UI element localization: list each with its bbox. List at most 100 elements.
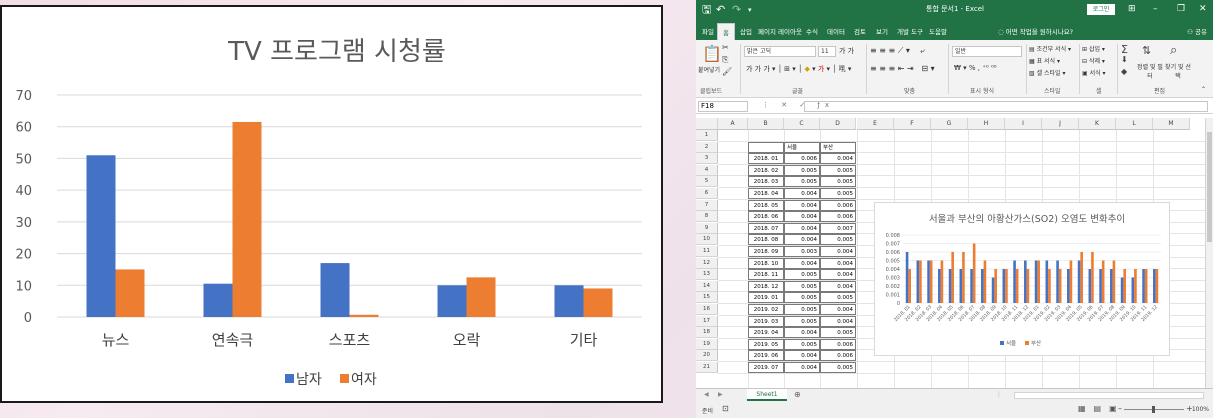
table-cell[interactable]: 2018. 12: [748, 280, 784, 292]
table-cell[interactable]: 2019. 06: [748, 350, 784, 362]
sort-filter-button[interactable]: 정렬 및 필터: [1137, 64, 1163, 80]
table-cell[interactable]: 2018. 05: [748, 199, 784, 211]
table-cell[interactable]: 2018. 04: [748, 188, 784, 199]
row-header-5[interactable]: 5: [696, 176, 718, 188]
table-format-button[interactable]: ▦ 표 서식 ▾: [1029, 58, 1060, 65]
row-header-19[interactable]: 19: [696, 338, 718, 350]
row-header-9[interactable]: 9: [696, 222, 718, 234]
table-cell[interactable]: 2019. 05: [748, 338, 784, 350]
column-header-F[interactable]: F: [894, 118, 931, 130]
undo-icon[interactable]: ↶: [716, 3, 726, 16]
format-painter-icon[interactable]: 🖌: [722, 67, 733, 76]
table-cell[interactable]: 0.004: [820, 257, 856, 269]
number-format-icons[interactable]: ₩ ▾ % , ⁺⁰ ⁰⁰: [954, 64, 997, 72]
sort-filter-icon[interactable]: ⇅: [1142, 44, 1152, 57]
customize-quick-access-icon[interactable]: ▾: [748, 6, 752, 14]
row-header-11[interactable]: 11: [696, 246, 718, 257]
row-header-16[interactable]: 16: [696, 304, 718, 315]
fill-icon[interactable]: ⬇: [1121, 55, 1128, 64]
copy-icon[interactable]: ⎘: [722, 55, 729, 64]
tab-help[interactable]: 도움말: [929, 28, 947, 36]
table-cell[interactable]: 2018. 08: [748, 234, 784, 246]
column-header-D[interactable]: D: [820, 118, 856, 130]
table-cell[interactable]: 0.005: [784, 338, 820, 350]
table-cell[interactable]: 0.005: [784, 269, 820, 281]
login-button[interactable]: 로그인: [1087, 4, 1115, 15]
select-all-corner[interactable]: [696, 118, 718, 130]
table-cell[interactable]: 0.005: [820, 292, 856, 304]
table-cell[interactable]: 0.004: [820, 315, 856, 327]
tell-me-search[interactable]: ◌ 어떤 작업을 원하시나요?: [998, 28, 1074, 36]
cell-style-button[interactable]: ▧ 셀 스타일 ▾: [1029, 70, 1066, 77]
table-cell[interactable]: 2018. 09: [748, 246, 784, 257]
table-cell[interactable]: 2019. 07: [748, 362, 784, 373]
tab-data[interactable]: 데이터: [827, 28, 845, 36]
row-header-18[interactable]: 18: [696, 327, 718, 339]
column-header-H[interactable]: H: [968, 118, 1005, 130]
formula-bar-icons[interactable]: ⋮ ✕ ✓ ƒx: [762, 101, 835, 109]
minimize-icon[interactable]: –: [1153, 4, 1158, 14]
conditional-format-button[interactable]: ▤ 조건부 서식 ▾: [1029, 46, 1072, 53]
row-header-20[interactable]: 20: [696, 350, 718, 362]
sheet-tab-sheet1[interactable]: Sheet1: [747, 389, 787, 401]
font-name-select[interactable]: 맑은 고딕: [744, 46, 816, 57]
vertical-scrollbar[interactable]: [1205, 118, 1213, 388]
delete-cells-button[interactable]: ⊟ 삭제 ▾: [1082, 58, 1105, 65]
tab-home[interactable]: 홈: [717, 23, 735, 40]
table-cell[interactable]: 0.006: [820, 211, 856, 223]
column-header-A[interactable]: A: [718, 118, 748, 130]
tab-formulas[interactable]: 수식: [806, 28, 818, 36]
column-header-M[interactable]: M: [1153, 118, 1190, 130]
sheet-nav-next-icon[interactable]: ▶: [718, 391, 723, 398]
table-cell[interactable]: 2019. 03: [748, 315, 784, 327]
redo-icon[interactable]: ↷: [732, 3, 742, 16]
sheetbar-options-icon[interactable]: ⋮: [996, 391, 1002, 398]
insert-cells-button[interactable]: ⊞ 삽입 ▾: [1082, 46, 1105, 53]
table-cell[interactable]: 0.005: [784, 176, 820, 188]
table-cell[interactable]: 0.005: [820, 176, 856, 188]
tab-file[interactable]: 파일: [702, 28, 714, 36]
tab-page-layout[interactable]: 페이지 레이아웃: [758, 28, 802, 36]
table-cell[interactable]: 0.006: [784, 153, 820, 165]
table-cell[interactable]: 0.007: [820, 222, 856, 234]
table-cell[interactable]: 0.005: [820, 164, 856, 176]
row-header-13[interactable]: 13: [696, 269, 718, 281]
column-header-J[interactable]: J: [1042, 118, 1079, 130]
row-header-6[interactable]: 6: [696, 188, 718, 199]
paste-button-label[interactable]: 붙여넣기: [698, 67, 721, 74]
column-header-G[interactable]: G: [931, 118, 968, 130]
column-header-C[interactable]: C: [784, 118, 820, 130]
tab-view[interactable]: 보기: [876, 28, 888, 36]
table-cell[interactable]: 0.004: [784, 188, 820, 199]
row-header-3[interactable]: 3: [696, 153, 718, 165]
find-select-button[interactable]: 찾기 및 선택: [1165, 64, 1191, 80]
table-cell[interactable]: 0.004: [820, 280, 856, 292]
table-cell[interactable]: 0.004: [820, 304, 856, 315]
table-cell[interactable]: 0.005: [820, 188, 856, 199]
zoom-out-icon[interactable]: –: [1118, 404, 1122, 413]
row-header-7[interactable]: 7: [696, 199, 718, 211]
table-cell[interactable]: 0.003: [784, 246, 820, 257]
font-size-select[interactable]: 11: [818, 46, 836, 57]
share-button[interactable]: ⚇ 공유: [1187, 28, 1207, 36]
align-horizontal-icon[interactable]: ≡ ≡ ≡ ⇤ ⇥ ⊟ ▾: [870, 64, 935, 73]
format-cells-button[interactable]: ▣ 서식 ▾: [1082, 70, 1106, 77]
table-cell[interactable]: 0.005: [784, 304, 820, 315]
row-header-12[interactable]: 12: [696, 257, 718, 269]
collapse-ribbon-icon[interactable]: ⌃: [1201, 86, 1207, 93]
font-grow-shrink-icon[interactable]: 가 가: [839, 47, 855, 55]
table-cell[interactable]: 0.005: [784, 315, 820, 327]
table-header-cell[interactable]: [748, 141, 784, 153]
cut-icon[interactable]: ✂: [722, 43, 729, 52]
column-header-L[interactable]: L: [1116, 118, 1153, 130]
table-cell[interactable]: 0.004: [784, 327, 820, 339]
table-cell[interactable]: 0.005: [784, 164, 820, 176]
autosum-icon[interactable]: Σ: [1121, 43, 1128, 56]
embedded-chart[interactable]: 서울과 부산의 아황산가스(SO2) 오염도 변화추이 0 0.001 0.002 0.…: [874, 202, 1170, 356]
vertical-scroll-thumb[interactable]: [1207, 132, 1212, 242]
table-cell[interactable]: 2018. 02: [748, 164, 784, 176]
table-cell[interactable]: 2018. 01: [748, 153, 784, 165]
paste-icon[interactable]: 📋: [702, 44, 722, 63]
number-format-select[interactable]: 일반: [952, 46, 1022, 57]
add-sheet-icon[interactable]: ⊕: [794, 390, 801, 399]
